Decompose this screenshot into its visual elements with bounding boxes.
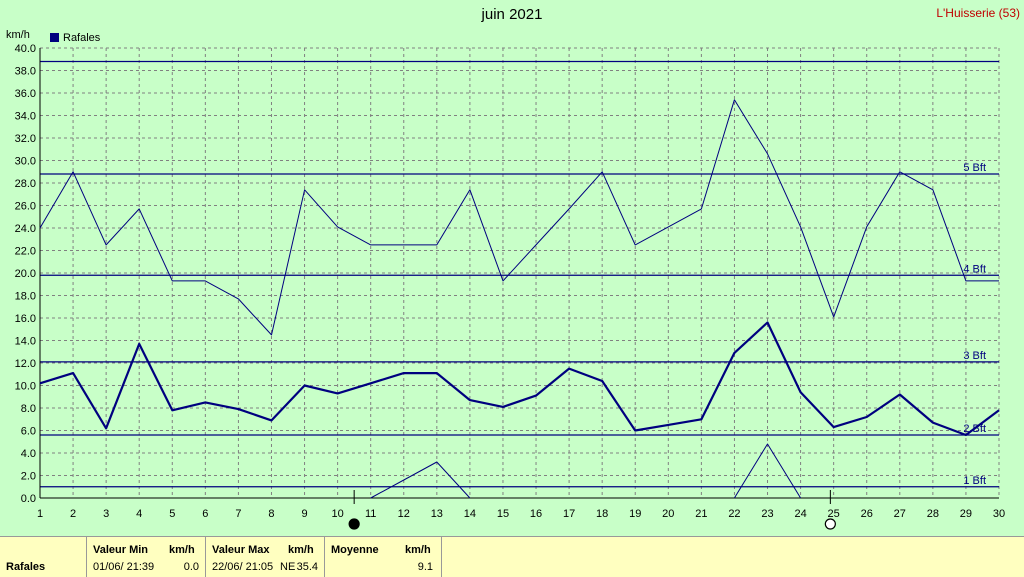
series-line-mean xyxy=(39,321,1000,437)
y-tick-label: 16.0 xyxy=(15,313,36,325)
x-tick-label: 10 xyxy=(331,508,343,520)
x-tick-label: 30 xyxy=(993,508,1005,520)
x-tick-label: 12 xyxy=(398,508,410,520)
legend-swatch xyxy=(50,33,59,42)
x-tick-label: 7 xyxy=(235,508,241,520)
y-tick-label: 30.0 xyxy=(15,156,36,168)
station-name: L'Huisserie (53) xyxy=(936,6,1020,20)
x-tick-label: 22 xyxy=(728,508,740,520)
y-tick-label: 18.0 xyxy=(15,291,36,303)
x-tick-label: 14 xyxy=(464,508,476,520)
axes xyxy=(39,48,999,499)
min-header: Valeur Min xyxy=(93,544,149,556)
max-date: 22/06/ 21:05 xyxy=(212,561,274,573)
y-tick-label: 26.0 xyxy=(15,201,36,213)
mean-header: Moyenne xyxy=(331,544,379,556)
x-tick-label: 21 xyxy=(695,508,707,520)
x-tick-label: 1 xyxy=(37,508,43,520)
stats-mean-cell: Moyenne km/h 9.1 xyxy=(325,537,442,577)
x-tick-label: 16 xyxy=(530,508,542,520)
y-tick-label: 8.0 xyxy=(21,403,36,415)
grid-lines xyxy=(39,47,1000,499)
x-tick-label: 11 xyxy=(365,508,376,520)
stats-panel: Rafales Valeur Min km/h 01/06/ 21:39 0.0… xyxy=(0,536,1024,577)
max-direction: NE xyxy=(280,561,296,573)
max-value: 35.4 xyxy=(296,561,318,573)
y-tick-label: 34.0 xyxy=(15,111,36,123)
x-tick-labels: 1 2 3 4 5 6 7 8 9 10 11 12 13 14 15 16 17 18 19 20 21 22 23 24 2… xyxy=(37,508,1005,520)
x-tick-label: 28 xyxy=(927,508,939,520)
y-tick-label: 12.0 xyxy=(15,358,36,370)
min-date: 01/06/ 21:39 xyxy=(93,561,155,573)
x-tick-label: 5 xyxy=(169,508,175,520)
new-moon-icon xyxy=(348,518,360,530)
y-axis-unit: km/h xyxy=(6,29,30,41)
x-tick-label: 15 xyxy=(497,508,509,520)
x-tick-label: 13 xyxy=(431,508,443,520)
y-tick-label: 10.0 xyxy=(15,381,36,393)
x-tick-label: 3 xyxy=(103,508,109,520)
x-tick-label: 17 xyxy=(563,508,575,520)
y-tick-label: 0.0 xyxy=(21,493,36,505)
stats-row-label: Rafales xyxy=(6,561,46,573)
x-tick-label: 9 xyxy=(301,508,307,520)
x-tick-label: 6 xyxy=(202,508,208,520)
y-tick-label: 14.0 xyxy=(15,336,36,348)
y-tick-label: 2.0 xyxy=(21,471,36,483)
beaufort-label: 4 Bft xyxy=(963,263,986,275)
x-tick-label: 24 xyxy=(794,508,806,520)
x-tick-label: 27 xyxy=(894,508,906,520)
y-tick-label: 6.0 xyxy=(21,426,36,438)
x-tick-label: 4 xyxy=(136,508,142,520)
x-tick-label: 25 xyxy=(828,508,840,520)
mean-unit: km/h xyxy=(405,544,431,556)
legend: Rafales xyxy=(50,32,100,44)
y-tick-label: 28.0 xyxy=(15,178,36,190)
series-line-max xyxy=(39,99,999,336)
min-unit: km/h xyxy=(169,544,195,556)
y-tick-label: 40.0 xyxy=(15,43,36,55)
max-unit: km/h xyxy=(288,544,314,556)
y-tick-label: 38.0 xyxy=(15,66,36,78)
y-tick-labels: 0.0 2.0 4.0 6.0 8.0 10.0 12.0 14.0 16.0 18.0 20.0 2… xyxy=(15,43,36,505)
y-tick-label: 4.0 xyxy=(21,448,36,460)
x-tick-label: 8 xyxy=(268,508,274,520)
max-header: Valeur Max xyxy=(212,544,270,556)
y-tick-label: 32.0 xyxy=(15,133,36,145)
x-tick-label: 2 xyxy=(70,508,76,520)
stats-max-cell: Valeur Max km/h 22/06/ 21:05 NE 35.4 xyxy=(206,537,325,577)
x-tick-label: 19 xyxy=(629,508,641,520)
beaufort-label: 3 Bft xyxy=(963,350,986,362)
y-tick-label: 24.0 xyxy=(15,223,36,235)
y-tick-label: 36.0 xyxy=(15,88,36,100)
legend-label: Rafales xyxy=(63,32,101,44)
x-tick-label: 26 xyxy=(861,508,873,520)
stats-label-cell: Rafales xyxy=(0,537,87,577)
x-tick-label: 18 xyxy=(596,508,608,520)
chart-title: juin 2021 xyxy=(481,6,543,23)
stats-min-cell: Valeur Min km/h 01/06/ 21:39 0.0 xyxy=(87,537,206,577)
min-value: 0.0 xyxy=(183,561,199,573)
y-tick-label: 22.0 xyxy=(15,246,36,258)
full-moon-icon xyxy=(824,518,836,530)
x-tick-label: 29 xyxy=(960,508,972,520)
moon-phases xyxy=(348,490,836,530)
x-tick-label: 23 xyxy=(761,508,773,520)
series-line-min xyxy=(370,461,471,499)
x-tick-label: 20 xyxy=(662,508,674,520)
series-line-min xyxy=(733,443,802,499)
y-tick-label: 20.0 xyxy=(15,268,36,280)
mean-value: 9.1 xyxy=(417,561,433,573)
series-lines xyxy=(39,99,1000,499)
beaufort-label: 5 Bft xyxy=(963,162,986,174)
beaufort-label: 1 Bft xyxy=(963,475,986,487)
